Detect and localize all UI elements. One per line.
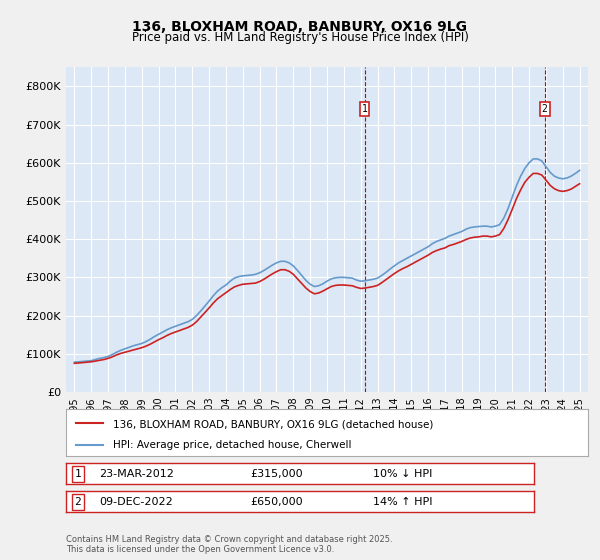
- Text: 136, BLOXHAM ROAD, BANBURY, OX16 9LG (detached house): 136, BLOXHAM ROAD, BANBURY, OX16 9LG (de…: [113, 419, 433, 429]
- Text: 2: 2: [542, 104, 548, 114]
- Text: 1: 1: [362, 104, 367, 114]
- Text: 23-MAR-2012: 23-MAR-2012: [99, 469, 173, 479]
- Text: 14% ↑ HPI: 14% ↑ HPI: [373, 497, 433, 507]
- Text: 1: 1: [74, 469, 81, 479]
- Text: Price paid vs. HM Land Registry's House Price Index (HPI): Price paid vs. HM Land Registry's House …: [131, 31, 469, 44]
- Text: Contains HM Land Registry data © Crown copyright and database right 2025.
This d: Contains HM Land Registry data © Crown c…: [66, 535, 392, 554]
- Text: 09-DEC-2022: 09-DEC-2022: [100, 497, 173, 507]
- Text: 136, BLOXHAM ROAD, BANBURY, OX16 9LG: 136, BLOXHAM ROAD, BANBURY, OX16 9LG: [133, 20, 467, 34]
- Text: HPI: Average price, detached house, Cherwell: HPI: Average price, detached house, Cher…: [113, 441, 352, 450]
- Text: £315,000: £315,000: [250, 469, 303, 479]
- Text: 2: 2: [74, 497, 81, 507]
- Text: 10% ↓ HPI: 10% ↓ HPI: [373, 469, 433, 479]
- Text: £650,000: £650,000: [250, 497, 303, 507]
